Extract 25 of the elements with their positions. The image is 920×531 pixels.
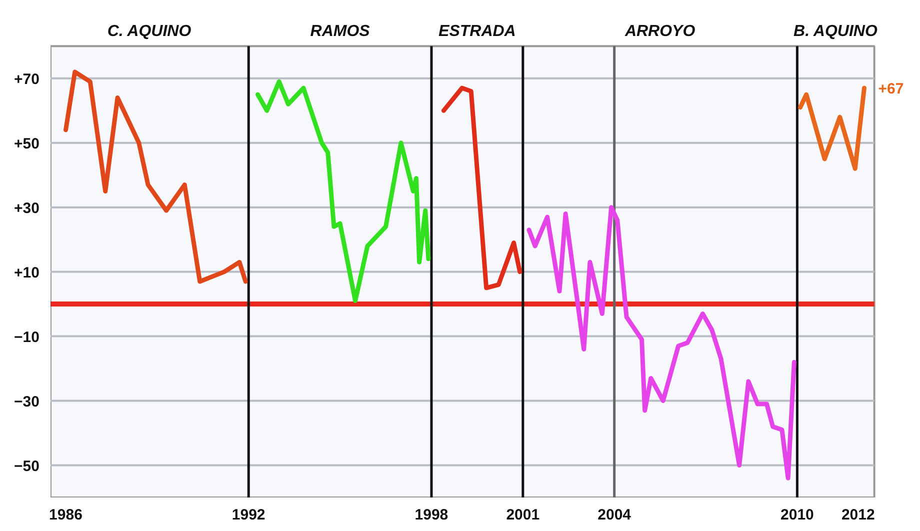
x-tick-label: 1992 <box>232 506 266 524</box>
x-tick-label: 2001 <box>506 506 540 524</box>
y-tick-label: +10 <box>14 264 40 282</box>
line-series <box>526 205 796 480</box>
x-tick-label: 1986 <box>49 506 82 524</box>
x-tick-label: 2012 <box>841 506 875 524</box>
x-tick-label: 2004 <box>598 506 632 524</box>
y-tick-label: +70 <box>14 70 40 88</box>
annotation: +67 <box>878 80 904 98</box>
line-series <box>798 86 866 171</box>
band-label: B. AQUINO <box>794 23 878 40</box>
band-label: C. AQUINO <box>107 23 192 40</box>
y-tick-label: −30 <box>14 393 40 410</box>
band-label: ESTRADA <box>438 23 516 40</box>
y-tick-label: +50 <box>14 135 40 152</box>
y-tick-label: −10 <box>14 328 40 346</box>
line-series <box>441 86 522 290</box>
line-series <box>256 79 431 304</box>
x-tick-label: 2010 <box>780 506 814 524</box>
band-label: ARROYO <box>624 23 696 40</box>
band-label: RAMOS <box>310 23 370 40</box>
x-tick-label: 1998 <box>414 506 448 524</box>
line-series <box>63 70 248 284</box>
y-tick-label: −50 <box>14 458 40 475</box>
y-tick-label: +30 <box>14 200 40 217</box>
